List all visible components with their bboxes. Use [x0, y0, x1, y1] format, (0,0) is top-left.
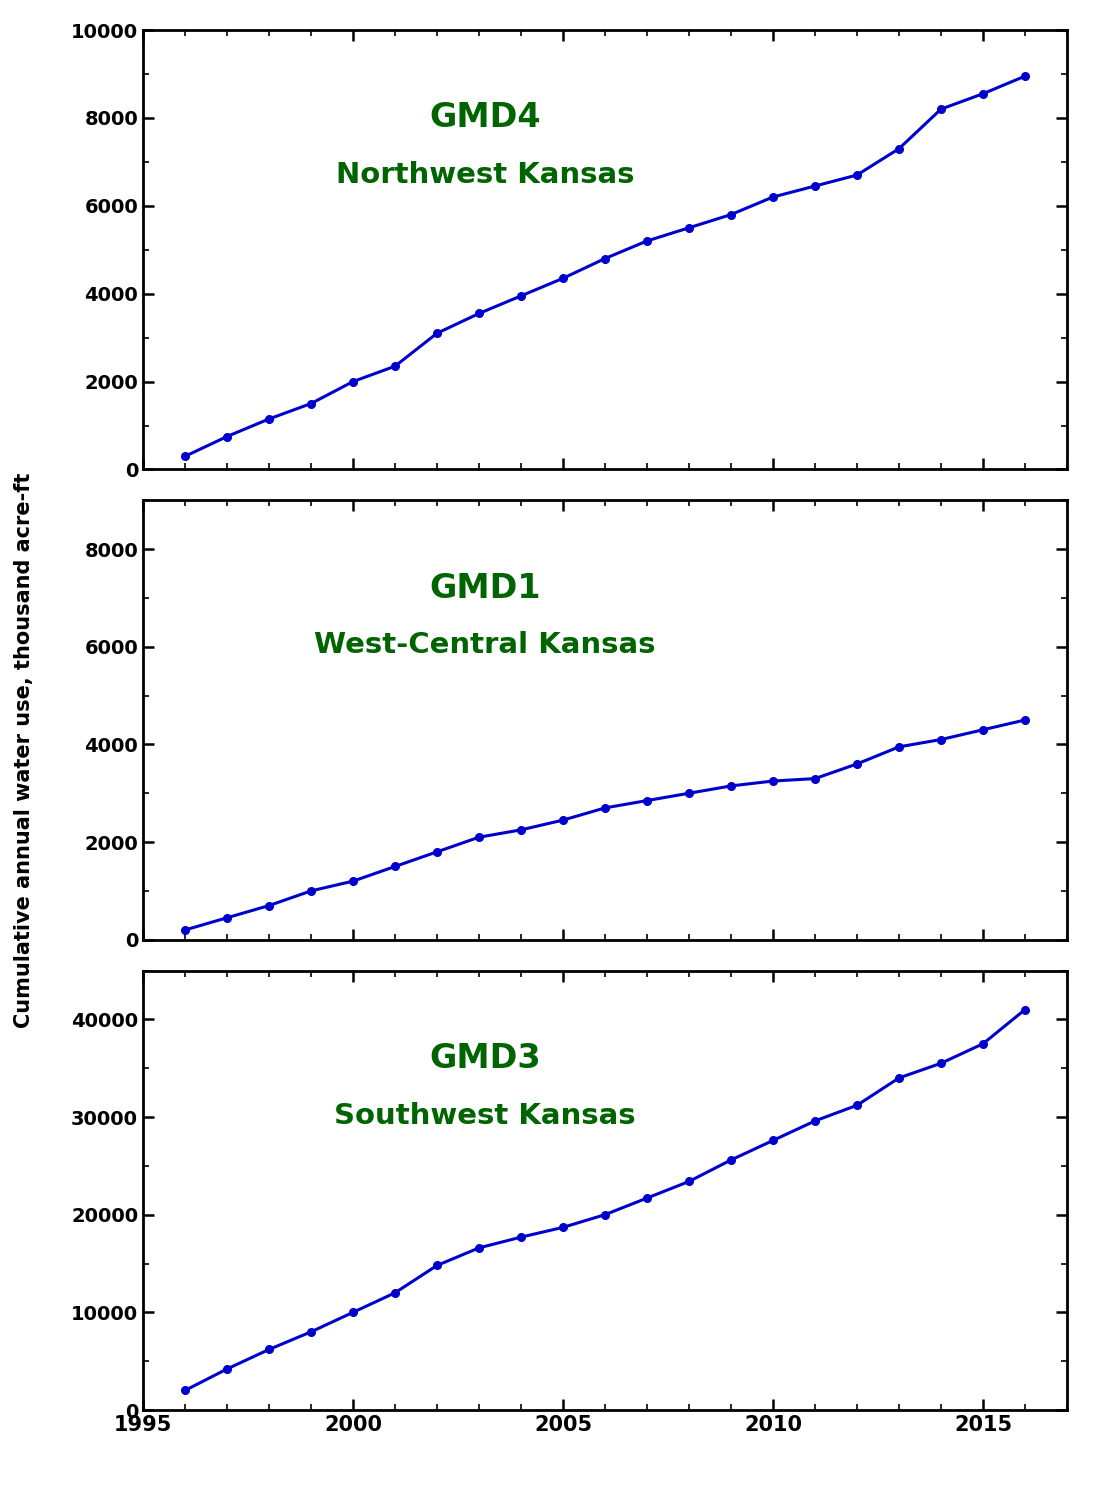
- Text: GMD1: GMD1: [429, 572, 540, 604]
- Text: Northwest Kansas: Northwest Kansas: [336, 160, 634, 189]
- Text: West-Central Kansas: West-Central Kansas: [315, 632, 656, 660]
- Text: GMD3: GMD3: [429, 1042, 541, 1076]
- Text: Southwest Kansas: Southwest Kansas: [334, 1101, 636, 1130]
- Text: Cumulative annual water use, thousand acre-ft: Cumulative annual water use, thousand ac…: [14, 472, 34, 1028]
- Text: GMD4: GMD4: [429, 102, 540, 135]
